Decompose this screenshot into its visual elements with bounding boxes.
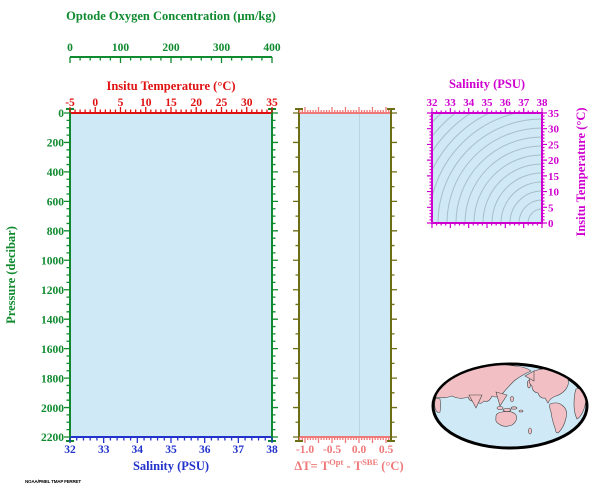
- pressure-left-ticks: [64, 112, 70, 438]
- ts-temp-tick-label: 5: [548, 202, 554, 214]
- oxygen-tick-label: 100: [112, 42, 130, 54]
- delta-t-plot-area: [299, 113, 391, 437]
- salinity-tick-label: 33: [98, 444, 110, 456]
- temp-tick-label: 20: [191, 97, 203, 109]
- delta-left-ticks: [293, 112, 299, 438]
- oxygen-tick-label: 400: [263, 42, 281, 54]
- ts-temp-tick-label: 25: [548, 139, 560, 151]
- pressure-tick-label: 2200: [41, 432, 64, 444]
- pressure-tick-label: 0: [58, 108, 64, 120]
- pressure-tick-label: 400: [47, 167, 65, 179]
- temp-tick-label: 0: [92, 97, 98, 109]
- delta-right-ticks: [391, 112, 397, 438]
- delta-tick-label: -0.5: [323, 444, 341, 456]
- oxygen-tick-label: 300: [213, 42, 231, 54]
- pressure-tick-labels: 0 200 400 600 800 1000 1200 1400 1600 18…: [41, 108, 64, 444]
- pressure-tick-label: 200: [47, 138, 65, 150]
- ts-temp-left-ticks: [427, 112, 432, 224]
- temp-tick-label: 5: [118, 97, 124, 109]
- oxygen-tick-label: 200: [162, 42, 180, 54]
- temp-tick-label: -5: [65, 97, 75, 109]
- salinity-tick-label: 37: [233, 444, 245, 456]
- pressure-tick-label: 800: [47, 226, 65, 238]
- oxygen-tick-labels: 0 100 200 300 400: [67, 42, 281, 54]
- temp-tick-label: 10: [140, 97, 152, 109]
- ts-temp-tick-label: 0: [548, 218, 554, 230]
- ts-temp-tick-label: 10: [548, 187, 560, 199]
- ts-salinity-tick-label: 37: [518, 97, 530, 109]
- delta-tick-label: 0.0: [352, 444, 367, 456]
- salinity-tick-label: 32: [64, 444, 76, 456]
- temp-axis-ticks: [69, 107, 273, 113]
- pressure-tick-label: 2000: [41, 403, 64, 415]
- ts-salinity-tick-label: 34: [463, 97, 475, 109]
- pressure-tick-label: 600: [47, 197, 65, 209]
- pressure-tick-label: 1600: [41, 344, 64, 356]
- delta-axis-title: ΔT= TOpt - TSBE (°C): [294, 457, 403, 473]
- temp-tick-label: 15: [165, 97, 177, 109]
- world-map: [431, 362, 589, 450]
- salinity-axis-title: Salinity (PSU): [133, 459, 209, 473]
- salinity-tick-label: 34: [132, 444, 144, 456]
- ts-salinity-axis-title: Salinity (PSU): [449, 77, 525, 91]
- pressure-tick-label: 1800: [41, 374, 64, 386]
- ts-salinity-tick-label: 38: [537, 97, 549, 109]
- pressure-tick-label: 1000: [41, 256, 64, 268]
- salinity-axis-ticks: [69, 437, 273, 443]
- ts-salinity-tick-label: 36: [500, 97, 512, 109]
- temp-axis-title: Insitu Temperature (°C): [106, 79, 235, 93]
- delta-tick-label: 0.5: [379, 444, 394, 456]
- ts-salinity-tick-label: 32: [427, 97, 439, 109]
- ts-temp-tick-labels: 35 30 25 20 15 10 5 0: [548, 108, 560, 230]
- pressure-right-ticks: [272, 112, 278, 438]
- plot-stamp: NOAA/PMEL TMAP FERRET: [25, 479, 81, 484]
- main-profile-plot-area: [70, 113, 272, 437]
- oxygen-axis-ticks: [69, 57, 273, 63]
- temp-tick-label: 25: [216, 97, 228, 109]
- ts-temp-tick-label: 30: [548, 124, 560, 136]
- salinity-tick-label: 35: [165, 444, 177, 456]
- delta-tick-labels: -1.0 -0.5 0.0 0.5: [296, 444, 394, 456]
- pressure-tick-label: 1400: [41, 315, 64, 327]
- ts-temp-axis-title: Insitu Temperature (°C): [574, 107, 588, 236]
- ts-salinity-tick-label: 35: [482, 97, 494, 109]
- temp-tick-label: 30: [241, 97, 253, 109]
- pressure-axis-title: Pressure (decibar): [4, 226, 18, 324]
- delta-top-ticks: [298, 107, 390, 113]
- salinity-tick-label: 38: [266, 444, 278, 456]
- salinity-tick-labels: 32 33 34 35 36 37 38: [64, 444, 278, 456]
- salinity-tick-label: 36: [199, 444, 211, 456]
- ts-salinity-tick-label: 33: [445, 97, 457, 109]
- delta-tick-label: -1.0: [296, 444, 314, 456]
- ts-salinity-bottom-ticks: [431, 223, 543, 228]
- ts-temp-tick-label: 35: [548, 108, 560, 120]
- ts-salinity-top-ticks: [431, 108, 543, 113]
- oxygen-axis-title: Optode Oxygen Concentration (µm/kg): [66, 9, 276, 23]
- ts-diagram-plot-area: [432, 113, 542, 223]
- oxygen-tick-label: 0: [67, 42, 73, 54]
- ts-salinity-tick-labels: 32 33 34 35 36 37 38: [427, 97, 549, 109]
- ts-temp-right-ticks: [542, 112, 547, 224]
- delta-bottom-ticks: [298, 437, 390, 443]
- temp-tick-labels: -5 0 5 10 15 20 25 30 35: [65, 97, 278, 109]
- ts-temp-tick-label: 20: [548, 155, 560, 167]
- temp-tick-label: 35: [266, 97, 278, 109]
- pressure-tick-label: 1200: [41, 285, 64, 297]
- ts-temp-tick-label: 15: [548, 171, 560, 183]
